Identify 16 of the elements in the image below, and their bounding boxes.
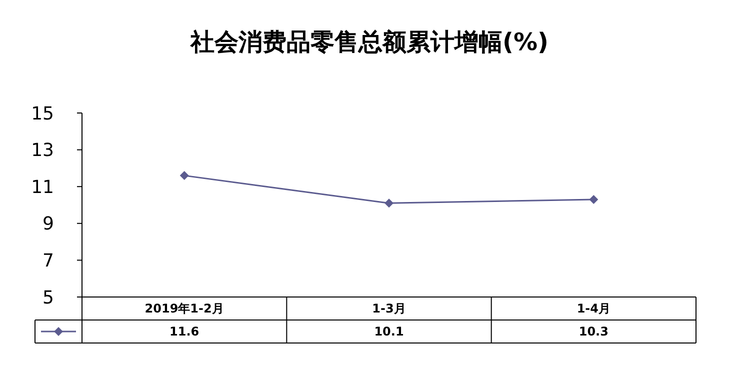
data-label: 10.3 — [578, 324, 608, 339]
point — [384, 198, 394, 208]
x-tick-label: 2019年1-2月 — [144, 302, 224, 316]
y-tick-label: 9 — [42, 214, 54, 235]
x-tick-label: 1-4月 — [576, 302, 611, 316]
y-tick-label: 5 — [42, 287, 54, 308]
data-label: 10.1 — [374, 324, 404, 339]
y-tick-label: 13 — [31, 140, 54, 162]
data-label: 11.6 — [170, 324, 200, 339]
y-tick-label: 15 — [31, 103, 54, 124]
point — [180, 171, 189, 180]
y-tick-label: 7 — [42, 250, 54, 272]
chart-title: 社会消费品零售总额累计增幅(%) — [190, 28, 548, 56]
point — [589, 194, 598, 204]
y-tick-label: 11 — [31, 176, 54, 198]
x-tick-label: 1-3月 — [372, 302, 406, 316]
